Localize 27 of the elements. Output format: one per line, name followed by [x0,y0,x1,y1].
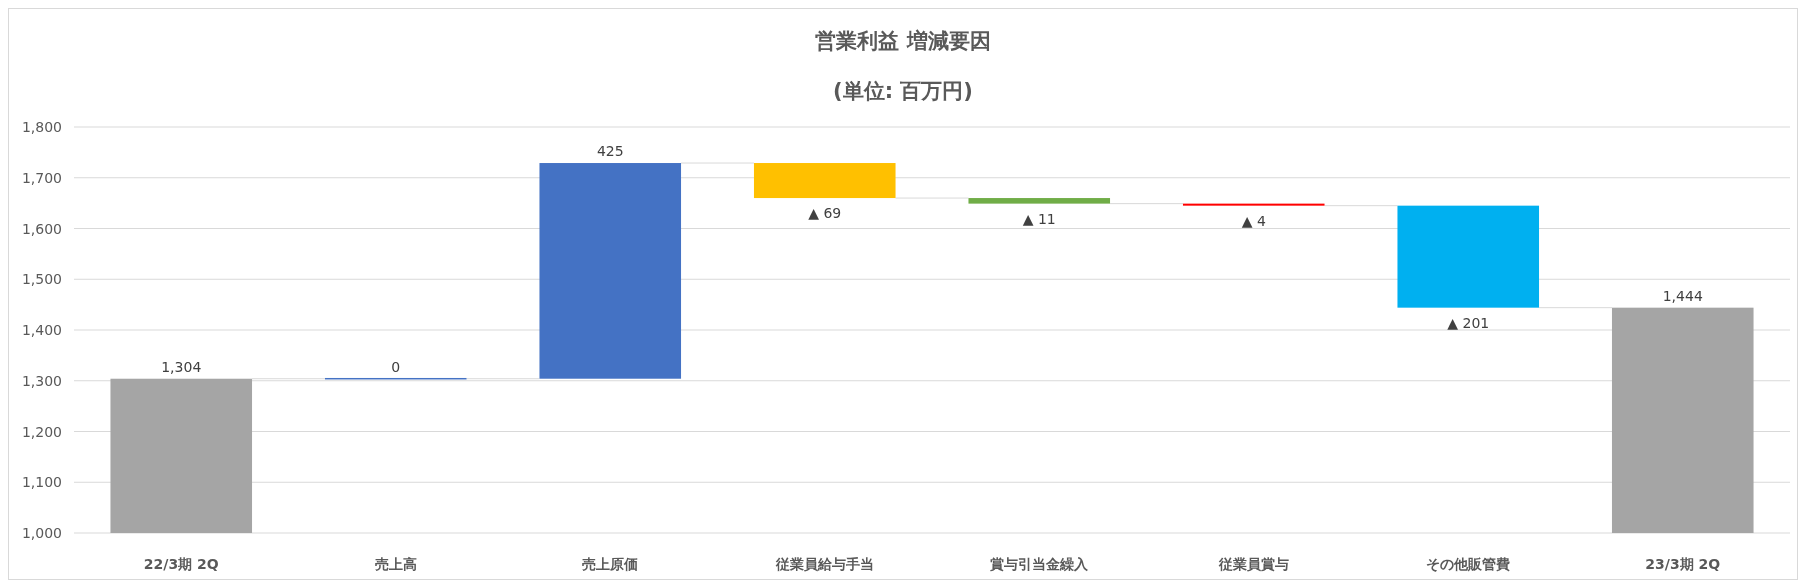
data-label: ▲ 201 [1447,314,1490,331]
data-label: 1,444 [1662,287,1703,304]
data-label: ▲ 4 [1241,212,1266,229]
chart-subtitle: (単位: 百万円) [833,79,973,103]
x-tick-label: 22/3期 2Q [143,556,219,572]
data-label: 0 [391,358,401,375]
data-label: 425 [596,143,624,160]
y-tick-label: 1,700 [21,169,62,186]
x-tick-label: 売上原価 [582,556,639,572]
y-tick-label: 1,400 [21,322,62,338]
x-tick-label: 売上高 [374,556,417,572]
x-tick-label: 23/3期 2Q [1645,556,1721,572]
x-tick-label: 賞与引当金繰入 [990,556,1090,572]
y-tick-label: 1,100 [21,474,62,491]
data-label: ▲ 69 [808,205,842,222]
data-label: 1,304 [161,358,202,375]
x-tick-label: その他販管費 [1426,556,1511,572]
y-tick-label: 1,300 [21,372,62,389]
y-tick-label: 1,000 [21,525,62,541]
y-tick-label: 1,800 [21,119,62,135]
x-tick-label: 従業員賞与 [1217,556,1289,572]
x-tick-label: 従業員給与手当 [774,556,874,572]
data-label: ▲ 11 [1022,210,1056,227]
y-tick-label: 1,600 [21,220,62,237]
y-tick-label: 1,500 [21,271,62,288]
y-tick-label: 1,200 [21,423,62,440]
chart-title: 営業利益 増減要因 [815,29,991,53]
